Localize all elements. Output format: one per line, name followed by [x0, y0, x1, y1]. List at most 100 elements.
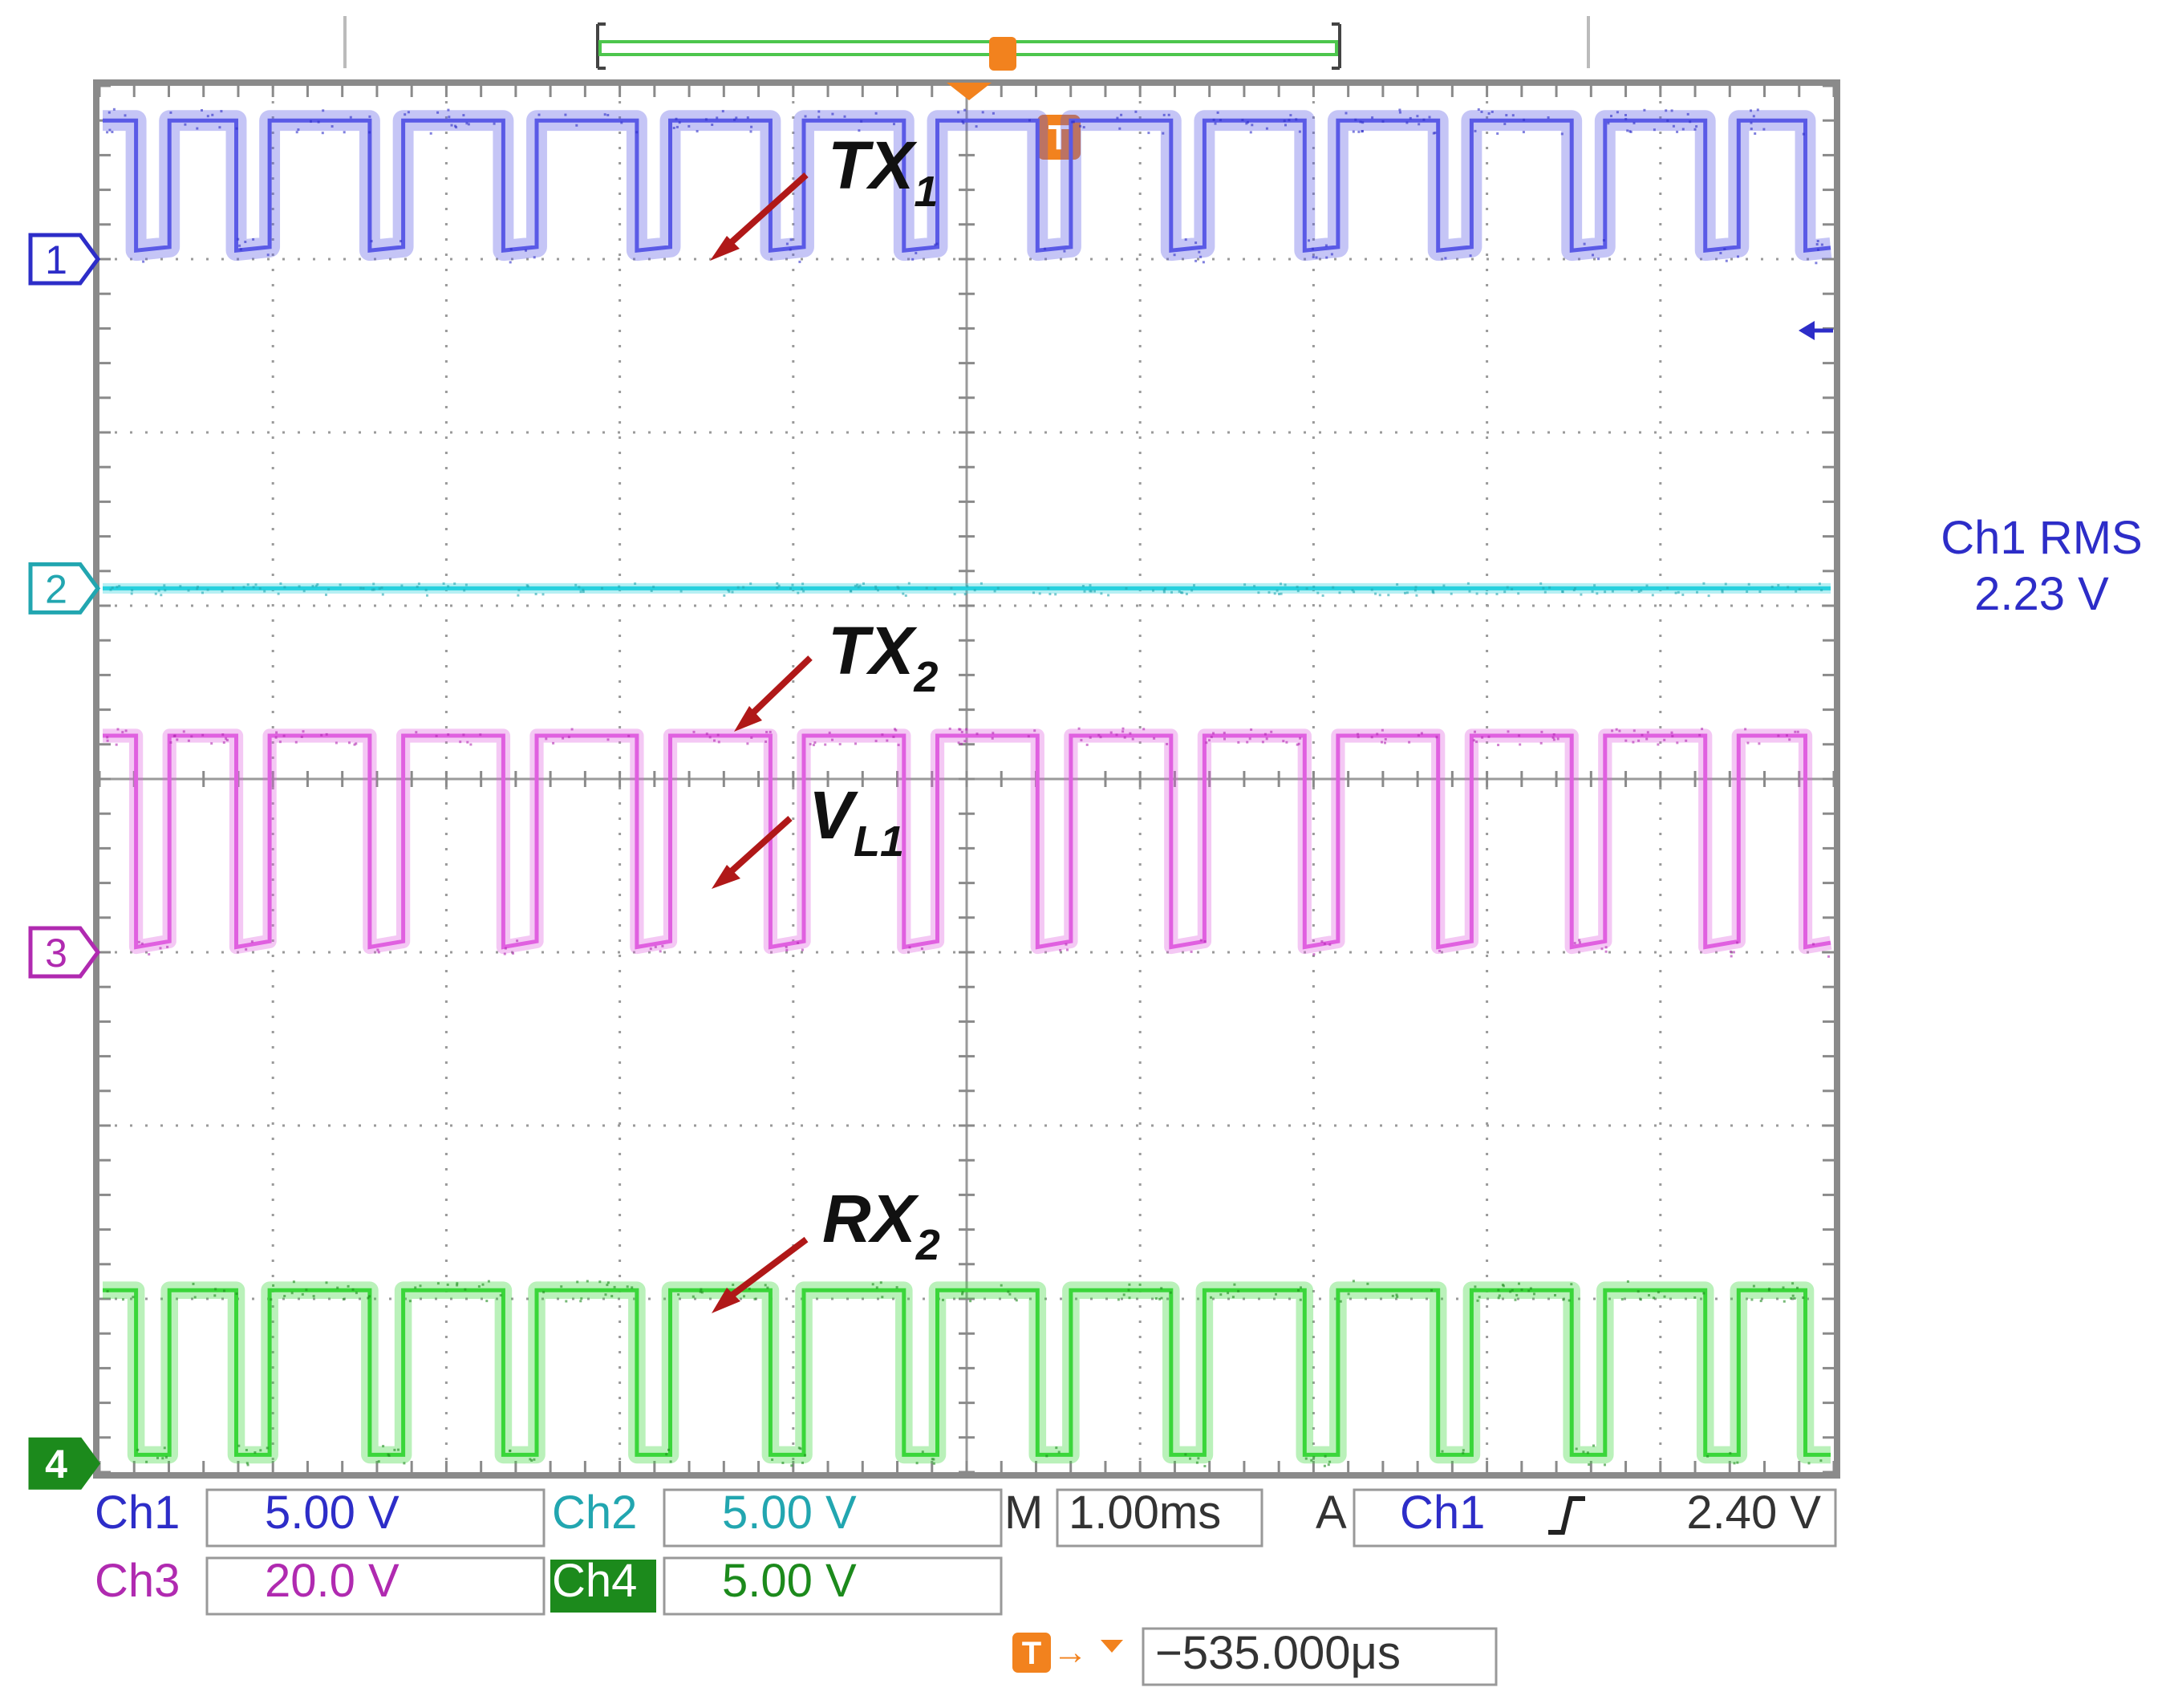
noise-point: [282, 734, 286, 737]
noise-point: [312, 1295, 315, 1298]
noise-point: [728, 590, 731, 593]
noise-point: [797, 591, 800, 594]
noise-point: [164, 589, 167, 592]
noise-point: [370, 240, 373, 243]
noise-point: [1645, 584, 1649, 587]
rising-edge-icon: [1548, 1496, 1585, 1535]
noise-point: [112, 108, 116, 111]
channel-marker-1[interactable]: 1: [28, 233, 101, 286]
noise-point: [1432, 132, 1435, 135]
svg-text:TX1: TX1: [828, 128, 938, 216]
noise-point: [1212, 118, 1215, 121]
noise-point: [1063, 250, 1066, 253]
noise-point: [1305, 587, 1308, 590]
noise-point: [973, 589, 976, 592]
noise-point: [1093, 590, 1096, 593]
noise-point: [1583, 242, 1586, 245]
noise-point: [1777, 584, 1780, 586]
channel-marker-4[interactable]: 4: [28, 1437, 101, 1490]
noise-point: [414, 1286, 417, 1289]
noise-point: [1100, 592, 1103, 595]
noise-point: [789, 587, 792, 590]
noise-point: [603, 113, 606, 116]
noise-point: [1607, 122, 1610, 125]
noise-point: [429, 132, 432, 135]
noise-point: [1080, 739, 1083, 742]
noise-point: [1820, 589, 1823, 591]
noise-point: [277, 592, 280, 595]
noise-point: [157, 589, 160, 592]
noise-point: [459, 740, 462, 744]
noise-point: [1339, 1300, 1342, 1303]
noise-point: [957, 111, 960, 114]
noise-point: [1696, 590, 1698, 594]
noise-point: [804, 115, 807, 118]
noise-point: [580, 1297, 583, 1300]
noise-point: [1248, 737, 1251, 740]
noise-point: [1752, 1284, 1755, 1288]
channel-markers: 1 2 3 4: [28, 233, 101, 1490]
noise-point: [201, 733, 205, 736]
noise-point: [1328, 943, 1332, 946]
noise-point: [1198, 250, 1201, 254]
noise-point: [124, 114, 127, 117]
noise-point: [1666, 586, 1669, 590]
channel-marker-2[interactable]: 2: [28, 562, 101, 615]
noise-point: [1502, 1284, 1505, 1288]
noise-point: [106, 1290, 109, 1292]
noise-point: [1345, 112, 1348, 115]
noise-point: [1663, 738, 1666, 741]
noise-point: [387, 1453, 390, 1456]
noise-point: [897, 586, 900, 590]
noise-point: [464, 1288, 467, 1291]
noise-point: [604, 1293, 607, 1296]
noise-point: [380, 586, 383, 589]
noise-point: [598, 1280, 602, 1284]
noise-point: [1759, 1300, 1762, 1303]
noise-point: [206, 115, 209, 118]
noise-point: [1643, 108, 1646, 112]
noise-point: [275, 731, 278, 734]
noise-point: [1626, 129, 1629, 132]
noise-point: [1750, 109, 1752, 112]
noise-point: [975, 732, 979, 736]
noise-point: [620, 121, 623, 124]
noise-point: [1205, 741, 1208, 744]
noise-point: [649, 947, 652, 951]
noise-point: [1189, 1457, 1191, 1460]
trace-ch3: [103, 727, 1832, 958]
trace-ch1: [103, 108, 1832, 265]
noise-point: [1250, 728, 1253, 731]
noise-point: [321, 132, 324, 135]
noise-point: [1065, 943, 1068, 946]
noise-point: [509, 261, 512, 264]
noise-point: [1747, 582, 1750, 586]
noise-point: [311, 585, 314, 588]
noise-point: [335, 741, 338, 744]
noise-point: [1416, 115, 1419, 118]
noise-point: [753, 1297, 756, 1300]
channel-marker-3[interactable]: 3: [28, 926, 101, 979]
noise-point: [1529, 1287, 1532, 1290]
noise-point: [1273, 592, 1276, 595]
noise-point: [895, 1286, 898, 1289]
noise-point: [393, 1448, 396, 1451]
noise-point: [1561, 590, 1564, 594]
noise-point: [1409, 116, 1412, 120]
noise-point: [1128, 1296, 1131, 1300]
noise-point: [377, 951, 380, 954]
noise-point: [1184, 1453, 1187, 1456]
noise-point: [545, 737, 548, 740]
annotation-vl1: VL1: [712, 777, 904, 889]
noise-point: [348, 741, 351, 744]
noise-point: [487, 1280, 490, 1283]
noise-point: [1312, 255, 1315, 258]
noise-point: [1197, 1457, 1200, 1460]
noise-point: [417, 582, 420, 586]
noise-point: [675, 125, 679, 128]
grid-lines: [98, 84, 1835, 1474]
noise-point: [1796, 730, 1799, 733]
noise-point: [145, 1460, 148, 1463]
noise-point: [1442, 584, 1446, 587]
trigger-level-arrow: [1799, 321, 1833, 340]
